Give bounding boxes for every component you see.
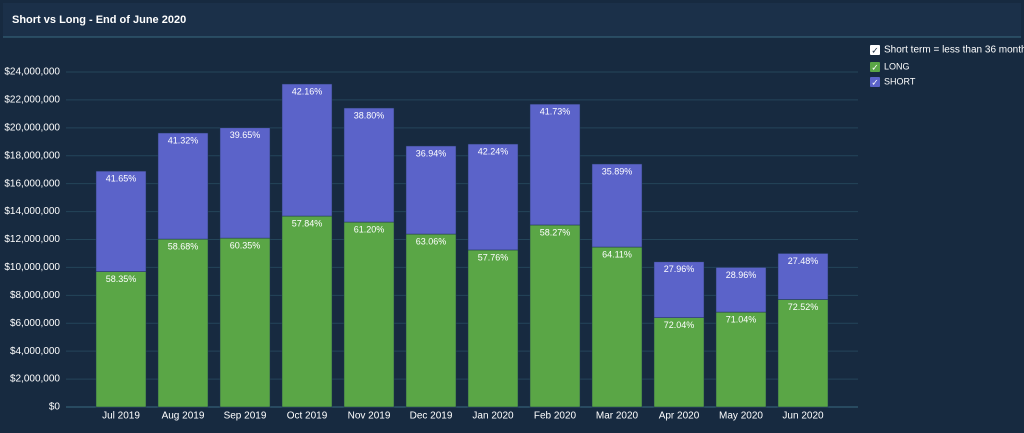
data-label: 42.24% (478, 146, 509, 156)
legend-check: ✓ (871, 77, 879, 87)
y-tick-label: $8,000,000 (10, 290, 60, 301)
bar-segment (157, 238, 209, 408)
x-tick-label: Oct 2019 (287, 411, 328, 422)
x-tick-label: Jun 2020 (782, 411, 824, 422)
bar-segment (467, 249, 519, 408)
y-tick-label: $12,000,000 (4, 234, 60, 245)
x-tick-label: Mar 2020 (596, 411, 639, 422)
x-tick-label: Aug 2019 (162, 411, 205, 422)
x-tick-label: Jul 2019 (102, 411, 140, 422)
x-tick-label: Dec 2019 (410, 411, 453, 422)
bar-segment (591, 163, 643, 248)
bar-segment (467, 143, 519, 251)
y-tick-label: $0 (49, 402, 61, 413)
data-label: 39.65% (230, 130, 261, 140)
bar-segment (281, 83, 333, 217)
x-tick-label: May 2020 (719, 411, 763, 422)
data-label: 35.89% (602, 166, 633, 176)
bar-segment (715, 267, 767, 313)
bar-segment (591, 246, 643, 408)
data-label: 60.35% (230, 240, 261, 250)
bar-segment (95, 170, 147, 272)
data-label: 58.68% (168, 241, 199, 251)
bar-segment (95, 271, 147, 408)
bar-segment (157, 132, 209, 240)
data-label: 58.35% (106, 274, 137, 284)
data-label: 58.27% (540, 227, 571, 237)
bar-segment (653, 261, 705, 318)
y-tick-label: $4,000,000 (10, 346, 60, 357)
data-label: 41.73% (540, 106, 571, 116)
legend-title: Short term = less than 36 months (884, 45, 1024, 56)
y-tick-label: $6,000,000 (10, 318, 60, 329)
bar-segment (529, 103, 581, 226)
header (3, 3, 1021, 37)
bar-segment (405, 233, 457, 408)
data-label: 72.04% (664, 320, 695, 330)
data-label: 27.48% (788, 256, 819, 266)
data-label: 57.84% (292, 218, 323, 228)
chart-title: Short vs Long - End of June 2020 (12, 14, 186, 26)
x-tick-label: Jan 2020 (472, 411, 514, 422)
bar-segment (715, 311, 767, 408)
bar-segment (219, 127, 271, 239)
legend-label: LONG (884, 61, 910, 71)
bar-segment (343, 221, 395, 408)
bar-segment (653, 317, 705, 408)
y-tick-label: $2,000,000 (10, 374, 60, 385)
data-label: 28.96% (726, 270, 757, 280)
legend-checkbox[interactable] (870, 45, 880, 55)
x-tick-label: Feb 2020 (534, 411, 577, 422)
data-label: 41.32% (168, 135, 199, 145)
y-tick-label: $18,000,000 (4, 150, 60, 161)
bar-segment (281, 215, 333, 408)
x-tick-label: Sep 2019 (224, 411, 267, 422)
data-label: 72.52% (788, 302, 819, 312)
data-label: 42.16% (292, 86, 323, 96)
legend-swatch[interactable] (870, 62, 880, 72)
bar-segment (405, 145, 457, 235)
y-tick-label: $16,000,000 (4, 178, 60, 189)
data-label: 64.11% (602, 249, 632, 259)
legend-label: SHORT (884, 76, 916, 86)
x-tick-label: Apr 2020 (659, 411, 700, 422)
data-label: 61.20% (354, 224, 385, 234)
data-label: 57.76% (478, 252, 509, 262)
legend-check: ✓ (871, 45, 879, 55)
data-label: 63.06% (416, 236, 447, 246)
data-label: 38.80% (354, 110, 385, 120)
bar-segment (777, 253, 829, 300)
y-tick-label: $24,000,000 (4, 67, 60, 78)
x-tick-label: Nov 2019 (348, 411, 391, 422)
y-tick-label: $22,000,000 (4, 95, 60, 106)
y-tick-label: $10,000,000 (4, 262, 60, 273)
bar-segment (529, 224, 581, 408)
bar-segment (219, 237, 271, 408)
y-tick-label: $20,000,000 (4, 122, 60, 133)
bar-segment (343, 107, 395, 223)
bar-segment (777, 299, 829, 408)
legend-swatch[interactable] (870, 77, 880, 87)
legend-check: ✓ (871, 62, 879, 72)
data-label: 71.04% (726, 314, 757, 324)
data-label: 27.96% (664, 264, 695, 274)
data-label: 41.65% (106, 173, 137, 183)
y-tick-label: $14,000,000 (4, 206, 60, 217)
data-label: 36.94% (416, 148, 447, 158)
